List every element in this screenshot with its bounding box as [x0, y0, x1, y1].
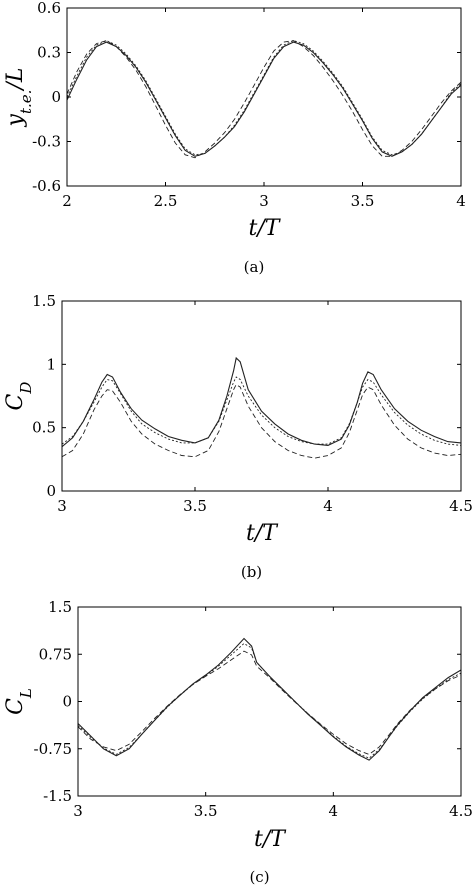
y-tick-label: 0.6: [37, 0, 61, 17]
x-tick-label: 3.5: [194, 802, 218, 820]
x-tick-label: 3: [57, 497, 67, 515]
x-tick-label: 3.5: [351, 192, 375, 210]
y-tick-label: 1.5: [32, 292, 56, 310]
y-tick-label: 0: [51, 88, 61, 106]
y-tick-label: -0.75: [34, 740, 72, 758]
axes-box: [61, 300, 462, 492]
series-line-dashed: [67, 40, 461, 159]
y-tick-label: 0.5: [32, 419, 56, 437]
axes-box: [66, 7, 462, 187]
axes-box: [77, 606, 462, 797]
x-tick-label: 4.5: [449, 497, 473, 515]
panel-2: 3 3.5 4 4.5 0 0.5 1 1.5 t/T CD (b): [3, 292, 473, 581]
y-axis-label: CL: [3, 688, 35, 715]
panel-3: 3 3.5 4 4.5 -1.5 -0.75 0 0.75 1.5 t/T CL (c): [3, 598, 473, 886]
x-tick-label: 3: [73, 802, 83, 820]
series-line-solid: [78, 637, 461, 761]
series-line-dotted: [78, 642, 461, 759]
series-line-solid: [67, 41, 461, 157]
y-tick-label: 0.3: [37, 44, 61, 62]
y-tick-label: 1.5: [48, 598, 72, 616]
panel-label: (b): [241, 563, 262, 581]
y-tick-label: 0.75: [39, 645, 72, 663]
x-axis-label: t/T: [254, 827, 287, 852]
x-axis-label: t/T: [249, 216, 282, 241]
series-line-dotted: [62, 376, 461, 446]
x-tick-label: 4: [329, 802, 339, 820]
series-line-dashed: [62, 383, 461, 459]
y-tick-label: 0: [62, 693, 72, 711]
panel-1: 2 2.5 3 3.5 4 -0.6 -0.3 0 0.3 0.6 t/T yt.e./L (a): [3, 0, 466, 276]
y-tick-label: -0.3: [32, 133, 61, 151]
x-tick-label: 3.5: [183, 497, 207, 515]
panel-label: (a): [244, 258, 265, 276]
y-axis-label: yt.e./L: [3, 68, 35, 128]
x-tick-label: 3: [259, 192, 269, 210]
y-tick-label: -1.5: [43, 787, 72, 805]
x-tick-label: 4: [456, 192, 466, 210]
y-tick-label: 1: [46, 355, 56, 373]
series-line-solid: [62, 356, 461, 448]
y-tick-label: 0: [46, 482, 56, 500]
x-axis-label: t/T: [246, 521, 279, 546]
y-tick-label: -0.6: [32, 177, 61, 195]
x-tick-label: 2.5: [154, 192, 178, 210]
x-tick-label: 4: [323, 497, 333, 515]
x-tick-label: 4.5: [449, 802, 473, 820]
panel-label: (c): [249, 868, 269, 886]
series-line-dashed: [78, 650, 461, 755]
y-axis-label: CD: [3, 382, 35, 411]
x-tick-label: 2: [62, 192, 72, 210]
series-line-dotted: [67, 40, 461, 156]
